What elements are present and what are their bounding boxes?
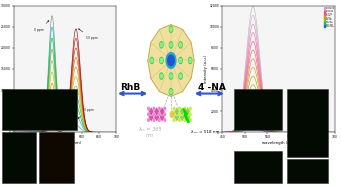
Circle shape — [150, 59, 153, 62]
Polygon shape — [184, 110, 188, 122]
Circle shape — [170, 43, 172, 47]
Polygon shape — [174, 107, 180, 116]
Circle shape — [166, 53, 176, 68]
Text: 4 -NA: 4 -NA — [198, 83, 226, 92]
Circle shape — [244, 166, 269, 178]
Circle shape — [164, 119, 166, 121]
Circle shape — [160, 59, 162, 62]
Circle shape — [169, 41, 173, 49]
Text: 0 ppm: 0 ppm — [34, 21, 49, 32]
Circle shape — [179, 119, 180, 121]
Text: RhB: RhB — [120, 83, 141, 92]
Polygon shape — [179, 112, 185, 122]
Text: 50 ppm: 50 ppm — [79, 29, 97, 40]
Circle shape — [159, 72, 164, 80]
Circle shape — [184, 119, 186, 121]
Polygon shape — [148, 25, 194, 96]
Polygon shape — [159, 112, 165, 122]
Circle shape — [159, 57, 164, 64]
Circle shape — [153, 113, 155, 116]
Text: λₑₘ = 518 nm: λₑₘ = 518 nm — [191, 130, 219, 134]
Circle shape — [180, 43, 182, 47]
Circle shape — [159, 107, 160, 110]
Circle shape — [178, 72, 183, 80]
Circle shape — [168, 55, 174, 66]
Circle shape — [298, 173, 314, 183]
Circle shape — [170, 74, 172, 78]
Circle shape — [244, 106, 269, 121]
Text: 50 ppm: 50 ppm — [22, 98, 42, 111]
Circle shape — [164, 113, 166, 116]
Legend: 0.001 uM, 0.005 uM, 0.01 uM, 0.05 uM, 0.1 uM, 0.5 uM, 1 uM, 5 uM, 10 uM, 20 uM, : 0.001 uM, 0.005 uM, 0.01 uM, 0.05 uM, 0.… — [324, 7, 334, 28]
Circle shape — [169, 57, 173, 64]
Circle shape — [149, 57, 154, 64]
X-axis label: wavelength (nm): wavelength (nm) — [48, 141, 82, 145]
Circle shape — [179, 107, 180, 110]
Circle shape — [169, 72, 173, 80]
Circle shape — [180, 74, 182, 78]
Circle shape — [189, 107, 191, 110]
Circle shape — [178, 41, 183, 49]
Circle shape — [180, 59, 182, 62]
Circle shape — [170, 111, 174, 117]
Circle shape — [189, 119, 191, 121]
Circle shape — [170, 90, 172, 94]
Circle shape — [148, 113, 149, 116]
Circle shape — [148, 107, 149, 110]
Circle shape — [164, 107, 166, 110]
Circle shape — [178, 57, 183, 64]
Circle shape — [159, 119, 160, 121]
Polygon shape — [159, 107, 165, 116]
Circle shape — [179, 113, 180, 116]
Circle shape — [297, 121, 315, 143]
X-axis label: wavelength (nm): wavelength (nm) — [262, 141, 295, 145]
Circle shape — [173, 119, 175, 121]
Polygon shape — [148, 112, 154, 122]
Circle shape — [12, 104, 43, 119]
Circle shape — [8, 148, 26, 168]
Circle shape — [173, 113, 175, 116]
Circle shape — [189, 59, 192, 62]
Polygon shape — [148, 107, 154, 116]
Circle shape — [184, 107, 186, 110]
Y-axis label: Intensity (a.u.): Intensity (a.u.) — [204, 55, 208, 83]
Polygon shape — [185, 112, 190, 122]
Polygon shape — [185, 107, 190, 116]
Circle shape — [170, 27, 172, 31]
Circle shape — [184, 113, 186, 116]
Polygon shape — [154, 112, 160, 122]
Circle shape — [159, 41, 164, 49]
Polygon shape — [174, 112, 180, 122]
Text: 0 ppm: 0 ppm — [78, 108, 94, 119]
Circle shape — [160, 43, 162, 47]
Text: λₑₓ = 365
nm: λₑₓ = 365 nm — [138, 127, 162, 138]
Circle shape — [159, 113, 160, 116]
Circle shape — [169, 88, 173, 95]
Circle shape — [169, 26, 173, 33]
Circle shape — [170, 59, 172, 62]
Circle shape — [153, 119, 155, 121]
Circle shape — [189, 113, 191, 116]
Polygon shape — [179, 107, 185, 116]
Circle shape — [153, 107, 155, 110]
Circle shape — [188, 57, 193, 64]
Circle shape — [173, 107, 175, 110]
Polygon shape — [154, 107, 160, 116]
Circle shape — [160, 74, 162, 78]
Circle shape — [46, 153, 67, 176]
Circle shape — [44, 104, 62, 119]
Circle shape — [148, 119, 149, 121]
